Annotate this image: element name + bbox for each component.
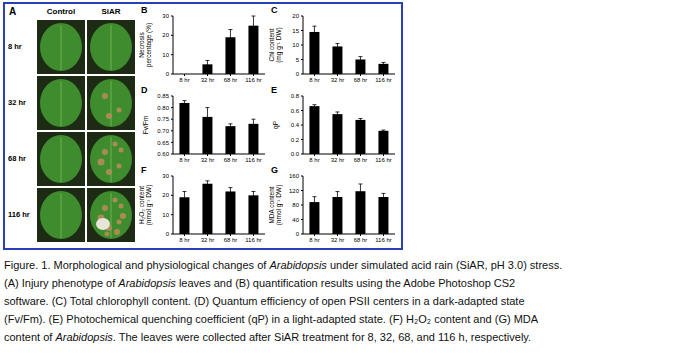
svg-text:0.4: 0.4 [291,122,300,128]
svg-text:8 hr: 8 hr [179,237,189,243]
svg-text:80: 80 [292,202,299,208]
svg-text:32 hr: 32 hr [201,77,215,83]
html-text:Control: Control [46,7,76,16]
html-text:G: G [271,165,278,175]
html-text:32 hr: 32 hr [8,98,26,107]
svg-text:Necrosispercentage (%): Necrosispercentage (%) [139,23,153,67]
svg-text:0.2: 0.2 [291,137,300,143]
svg-text:0: 0 [296,71,300,77]
svg-text:8 hr: 8 hr [179,157,189,163]
svg-text:10: 10 [292,42,299,48]
svg-text:68 hr: 68 hr [224,157,238,163]
svg-text:116 hr: 116 hr [245,237,262,243]
html-text:68 hr: 68 hr [8,154,26,163]
svg-text:116 hr: 116 hr [245,77,262,83]
svg-text:20: 20 [292,13,299,19]
svg-text:8 hr: 8 hr [309,157,319,163]
svg-text:8 hr: 8 hr [179,77,189,83]
svg-text:32 hr: 32 hr [331,157,345,163]
svg-text:0: 0 [296,231,300,237]
svg-text:0.75: 0.75 [157,116,169,122]
svg-text:32 hr: 32 hr [201,157,215,163]
svg-text:Fv/Fm: Fv/Fm [142,116,149,134]
html-text:B: B [141,5,148,15]
svg-text:116 hr: 116 hr [375,237,392,243]
html-text:A: A [9,6,17,17]
svg-text:0.80: 0.80 [157,105,169,111]
svg-text:68 hr: 68 hr [354,237,368,243]
html-text:E: E [271,85,277,95]
svg-text:5: 5 [296,57,300,63]
html-text:C: C [271,5,278,15]
svg-text:160: 160 [289,173,300,179]
html-text:content of Arabidopsis. The le: content of Arabidopsis. The leaves were … [4,331,532,343]
svg-text:0.85: 0.85 [157,93,169,99]
svg-text:32 hr: 32 hr [201,237,215,243]
svg-text:MDA content(nmol g⁻¹ DW): MDA content(nmol g⁻¹ DW) [269,185,283,226]
html-text:F: F [141,165,147,175]
svg-text:20: 20 [162,32,169,38]
svg-text:H₂O₂ content(nmol g⁻¹ DW): H₂O₂ content(nmol g⁻¹ DW) [139,185,153,226]
svg-text:116 hr: 116 hr [375,77,392,83]
svg-text:15: 15 [292,28,299,34]
svg-text:0.0: 0.0 [291,151,300,157]
svg-text:20: 20 [162,192,169,198]
svg-text:0.60: 0.60 [157,151,169,157]
svg-text:32 hr: 32 hr [331,77,345,83]
svg-text:116 hr: 116 hr [245,157,262,163]
svg-text:0.8: 0.8 [291,93,300,99]
svg-text:116 hr: 116 hr [375,157,392,163]
svg-text:68 hr: 68 hr [224,237,238,243]
svg-text:0.6: 0.6 [291,108,300,114]
svg-text:8 hr: 8 hr [309,237,319,243]
html-text:D: D [141,85,148,95]
svg-text:32 hr: 32 hr [331,237,345,243]
html-text:(Fv/Fm). (E) Photochemical que: (Fv/Fm). (E) Photochemical quenching coe… [4,313,539,325]
html-text:8 hr: 8 hr [8,42,22,51]
svg-text:30: 30 [162,13,169,19]
svg-text:68 hr: 68 hr [354,77,368,83]
svg-text:10: 10 [162,52,169,58]
html-text:116 hr: 116 hr [8,210,30,219]
svg-text:qP: qP [272,121,280,129]
svg-text:0.70: 0.70 [157,128,169,134]
svg-text:68 hr: 68 hr [224,77,238,83]
html-text:Figure. 1. Morphological and p: Figure. 1. Morphological and physiologic… [4,259,563,271]
html-text:software. (C) Total chlorophyl: software. (C) Total chlorophyll content.… [4,295,525,307]
html-text:SiAR: SiAR [101,7,121,16]
svg-text:40: 40 [292,217,299,223]
svg-text:68 hr: 68 hr [354,157,368,163]
svg-text:Chl content(mg g⁻¹ DW): Chl content(mg g⁻¹ DW) [269,27,283,63]
svg-text:8 hr: 8 hr [309,77,319,83]
svg-text:0.65: 0.65 [157,140,169,146]
svg-text:120: 120 [289,188,300,194]
svg-text:10: 10 [162,212,169,218]
svg-text:0: 0 [166,71,170,77]
svg-text:30: 30 [162,173,169,179]
svg-text:0: 0 [166,231,170,237]
html-text:(A) Injury phenotype of Arabid: (A) Injury phenotype of Arabidopsis leav… [4,277,516,289]
